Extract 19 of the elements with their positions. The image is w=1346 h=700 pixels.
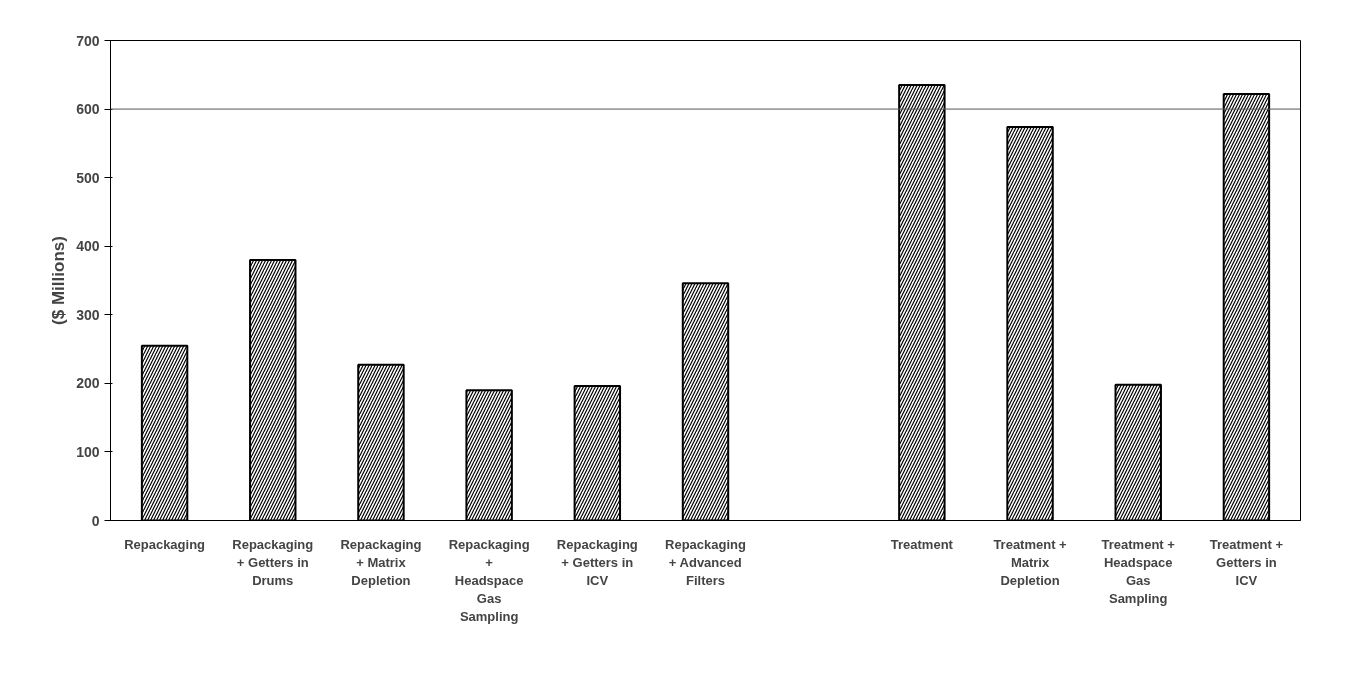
y-tick-label: 700 xyxy=(76,32,100,49)
x-tick-label: Repackaging + Headspace Gas Sampling xyxy=(448,536,530,624)
y-tick-label: 300 xyxy=(76,306,100,323)
x-tick-label: Repackaging + Getters in Drums xyxy=(232,536,314,588)
y-tick-label: 100 xyxy=(76,443,100,460)
x-tick-label: Treatment + Matrix Depletion xyxy=(993,536,1068,588)
x-tick-label: Repackaging + Matrix Depletion xyxy=(340,536,422,588)
x-tick-label: Treatment + Getters in ICV xyxy=(1209,536,1284,588)
x-tick-label: Treatment + Headspace Gas Sampling xyxy=(1101,536,1176,606)
y-tick-label: 0 xyxy=(91,512,100,529)
y-tick-label: 600 xyxy=(76,101,100,118)
x-tick-label: Repackaging xyxy=(124,536,206,552)
x-tick-label: Repackaging + Getters in ICV xyxy=(556,536,638,588)
y-tick-label: 200 xyxy=(76,375,100,392)
x-tick-label: Repackaging + Advanced Filters xyxy=(665,536,747,588)
y-tick-label: 500 xyxy=(76,169,100,186)
x-tick-label: Treatment xyxy=(890,536,954,552)
y-axis-title: ($ Millions) xyxy=(49,236,69,325)
y-tick-label: 400 xyxy=(76,238,100,255)
